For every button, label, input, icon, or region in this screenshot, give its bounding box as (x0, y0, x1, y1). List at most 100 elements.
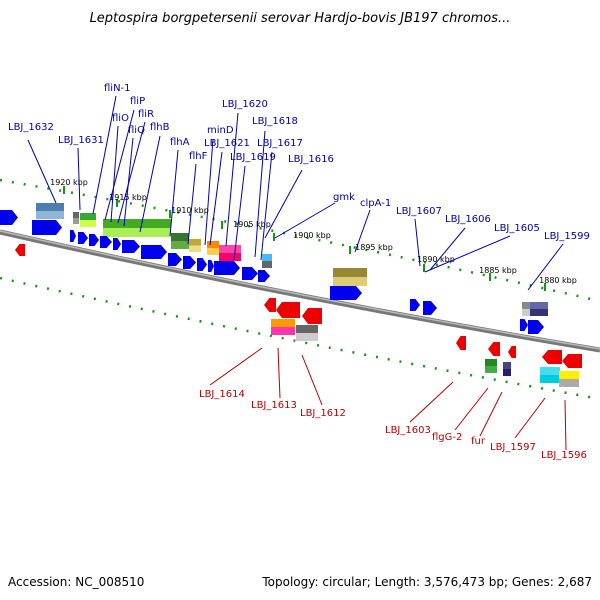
scale-label: 1915 kbp (109, 193, 147, 202)
leader-line (527, 243, 564, 291)
forward-gene-arrow (141, 245, 167, 259)
leader-line (187, 163, 197, 245)
leader-line (123, 137, 134, 227)
leader-line (209, 151, 223, 246)
leader-line (260, 151, 273, 261)
gene-label-lbj_1617[interactable]: LBJ_1617 (257, 138, 303, 149)
gene-label-flir[interactable]: fliR (138, 109, 154, 120)
gene-label-lbj_1632[interactable]: LBJ_1632 (8, 122, 54, 133)
gene-label-lbj_1620[interactable]: LBJ_1620 (222, 99, 268, 110)
gene-label-flin-1[interactable]: fliN-1 (104, 83, 131, 94)
genome-summary-text: Topology: circular; Length: 3,576,473 bp… (261, 575, 592, 589)
leader-line (169, 149, 179, 237)
leader-line (92, 95, 117, 215)
leader-line (454, 387, 489, 431)
reverse-gene-arrow (456, 336, 466, 350)
gene-label-lbj_1605[interactable]: LBJ_1605 (494, 223, 540, 234)
gene-label-flio[interactable]: fliO (112, 113, 129, 124)
forward-gene-arrow (89, 234, 99, 246)
leader-line (424, 235, 511, 273)
forward-gene-arrow (208, 260, 214, 272)
leader-line (479, 391, 503, 437)
scale-label: 1895 kbp (355, 243, 393, 252)
leader-line (139, 135, 161, 233)
gene-label-flhf[interactable]: flhF (189, 151, 208, 162)
leader-line (204, 138, 214, 246)
scale-label: 1920 kbp (50, 178, 88, 187)
leader-line (429, 227, 466, 271)
forward-gene-arrow (520, 319, 528, 331)
gene-label-gmk[interactable]: gmk (333, 192, 355, 203)
leader-line (409, 381, 454, 423)
gene-label-lbj_1614[interactable]: LBJ_1614 (199, 389, 245, 400)
feature-box-lower (80, 220, 96, 227)
feature-box (262, 254, 272, 261)
feature-box (36, 203, 64, 211)
gene-label-lbj_1618[interactable]: LBJ_1618 (252, 116, 298, 127)
forward-gene-arrow (122, 240, 140, 253)
leader-line (117, 121, 146, 224)
reverse-gene-arrow (264, 298, 276, 312)
feature-box-lower (522, 309, 530, 316)
gene-label-lbj_1613[interactable]: LBJ_1613 (251, 400, 297, 411)
feature-box-lower (189, 245, 201, 252)
gene-label-flgg-2[interactable]: flgG-2 (432, 432, 462, 443)
leader-line (354, 209, 371, 253)
gene-label-lbj_1596[interactable]: LBJ_1596 (541, 450, 587, 461)
scale-label: 1880 kbp (539, 276, 577, 285)
feature-box-lower (36, 211, 64, 219)
scale-label: 1890 kbp (417, 255, 455, 264)
feature-box (485, 359, 497, 366)
gene-label-lbj_1631[interactable]: LBJ_1631 (58, 135, 104, 146)
feature-box-lower (296, 333, 318, 341)
forward-gene-arrow (528, 320, 544, 334)
leader-line (254, 130, 266, 258)
feature-box (80, 213, 96, 220)
gene-label-lbj_1603[interactable]: LBJ_1603 (385, 425, 431, 436)
reverse-gene-arrow (488, 342, 500, 356)
feature-box (540, 367, 560, 375)
gene-label-fliq[interactable]: fliQ (128, 125, 145, 136)
upper-tick-track (0, 178, 596, 302)
lower-tick-track (0, 276, 596, 400)
feature-box (522, 302, 530, 309)
scale-ticks: 1920 kbp 1915 kbp 1910 kbp 1905 kbp 1900 kbp… (0, 178, 596, 400)
feature-box (333, 268, 367, 277)
feature-box-lower (207, 248, 219, 255)
leader-line (233, 165, 246, 261)
chromosome-backbone (0, 229, 600, 353)
scale-label: 1885 kbp (479, 266, 517, 275)
gene-label-lbj_1599[interactable]: LBJ_1599 (544, 231, 590, 242)
gene-label-lbj_1616[interactable]: LBJ_1616 (288, 154, 334, 165)
feature-box (207, 241, 219, 248)
forward-gene-arrow (242, 267, 258, 280)
gene-features (0, 203, 582, 387)
gene-label-flha[interactable]: flhA (170, 137, 190, 148)
gene-label-flhb[interactable]: flhB (150, 122, 170, 133)
gene-label-lbj_1621[interactable]: LBJ_1621 (204, 138, 250, 149)
forward-gene-arrow (410, 299, 420, 311)
forward-gene-arrow (78, 232, 88, 244)
gene-label-clpa-1[interactable]: clpA-1 (360, 198, 391, 209)
gene-label-lbj_1612[interactable]: LBJ_1612 (300, 408, 346, 419)
gene-label-lbj_1619[interactable]: LBJ_1619 (230, 152, 276, 163)
feature-box-lower (333, 277, 367, 286)
gene-label-lbj_1607[interactable]: LBJ_1607 (396, 206, 442, 217)
gene-label-fur[interactable]: fur (471, 436, 486, 447)
leader-line (27, 139, 57, 204)
label-leader-lines (27, 95, 567, 451)
leader-line (514, 397, 546, 439)
gene-label-lbj_1606[interactable]: LBJ_1606 (445, 214, 491, 225)
forward-gene-arrow (32, 220, 62, 235)
map-title: Leptospira borgpetersenii serovar Hardjo… (90, 11, 511, 26)
gene-label-flip[interactable]: fliP (130, 96, 145, 107)
feature-box (103, 219, 171, 228)
feature-box-lower (103, 228, 171, 237)
feature-box (189, 239, 201, 246)
gene-label-mind[interactable]: minD (207, 125, 234, 136)
scale-label: 1900 kbp (293, 231, 331, 240)
forward-gene-arrow (70, 230, 76, 242)
chromosome-backbone-highlight (0, 230, 600, 350)
feature-box-lower (271, 327, 295, 335)
gene-label-lbj_1597[interactable]: LBJ_1597 (490, 442, 536, 453)
